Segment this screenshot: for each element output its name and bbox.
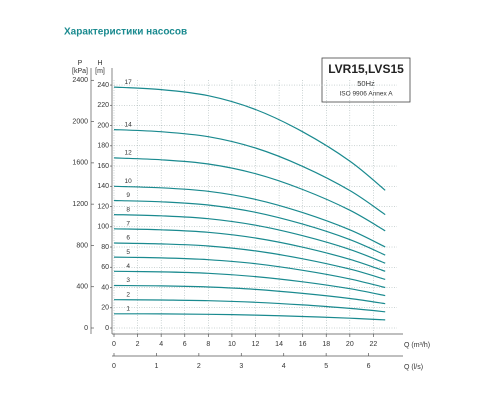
y-tick-label: 100 (97, 224, 109, 231)
stage-label: 8 (126, 206, 130, 213)
x-tick-label: 2 (136, 341, 140, 348)
x2-tick-label: 5 (324, 363, 328, 370)
y-tick-label: 20 (101, 305, 109, 312)
y2-tick-label: 1600 (72, 160, 88, 167)
pump-curve (113, 256, 386, 289)
info-box (321, 57, 411, 103)
x-label: Q (m³/h) (404, 342, 430, 349)
y2-label: P (78, 60, 83, 67)
y-tick-label: 200 (97, 122, 109, 129)
x2-tick-label: 2 (197, 363, 201, 370)
y2-tick-label: 1200 (72, 201, 88, 208)
stage-label: 2 (126, 291, 130, 298)
y-tick-label: 160 (97, 163, 109, 170)
x2-tick-label: 1 (154, 363, 158, 370)
stage-label: 5 (126, 249, 130, 256)
x-tick-label: 20 (346, 341, 354, 348)
stage-label: 3 (126, 277, 130, 284)
x2-tick-label: 3 (239, 363, 243, 370)
pump-curve (113, 157, 386, 232)
x-tick-label: 10 (228, 341, 236, 348)
stage-label: 9 (126, 192, 130, 199)
x-tick-label: 16 (299, 341, 307, 348)
x-tick-label: 8 (206, 341, 210, 348)
y-tick-label: 220 (97, 102, 109, 109)
pump-curve (113, 185, 386, 248)
pump-curve (113, 228, 386, 272)
stage-label: 17 (125, 79, 133, 86)
y-tick-label: 120 (97, 203, 109, 210)
x2-tick-label: 0 (112, 363, 116, 370)
x-tick-label: 0 (112, 341, 116, 348)
frequency: 50Hz (357, 79, 375, 88)
stage-label: 4 (126, 263, 130, 270)
pump-curve (113, 214, 386, 264)
stage-label: 1 (126, 306, 130, 313)
pump-curve (113, 299, 386, 313)
y-unit: [m] (95, 68, 105, 75)
stage-label: 7 (126, 221, 130, 228)
pump-curve (113, 86, 386, 191)
y2-tick-label: 400 (76, 284, 88, 291)
x-tick-label: 12 (252, 341, 260, 348)
pump-curve (113, 242, 386, 280)
pump-curve (113, 199, 386, 256)
y-tick-label: 80 (101, 244, 109, 251)
x-tick-label: 22 (370, 341, 378, 348)
y-tick-label: 40 (101, 284, 109, 291)
y-label: H (97, 60, 102, 67)
stage-label: 12 (125, 150, 133, 157)
x2-label: Q (l/s) (404, 364, 423, 371)
pump-curve (113, 270, 386, 297)
y-tick-label: 60 (101, 264, 109, 271)
y2-tick-label: 2400 (72, 77, 88, 84)
stage-label: 14 (125, 121, 133, 128)
y-tick-label: 180 (97, 143, 109, 150)
y-tick-label: 140 (97, 183, 109, 190)
y2-tick-label: 0 (84, 325, 88, 332)
model: LVR15,LVS15 (328, 62, 404, 76)
y2-unit: [kPa] (72, 68, 88, 75)
pump-curve (113, 313, 386, 321)
x-tick-label: 18 (322, 341, 330, 348)
x2-tick-label: 4 (282, 363, 286, 370)
stage-label: 6 (126, 235, 130, 242)
x-tick-label: 14 (275, 341, 283, 348)
y-tick-label: 240 (97, 82, 109, 89)
pump-curve (113, 129, 386, 216)
chart-title: Характеристики насосов (64, 27, 187, 38)
x-tick-label: 6 (183, 341, 187, 348)
x-tick-label: 4 (159, 341, 163, 348)
y2-tick-label: 800 (76, 242, 88, 249)
standard: ISO 9906 Annex A (339, 91, 393, 98)
x2-tick-label: 6 (367, 363, 371, 370)
y2-tick-label: 2000 (72, 118, 88, 125)
stage-label: 10 (125, 178, 133, 185)
pump-curve (113, 284, 386, 305)
y-tick-label: 0 (105, 325, 109, 332)
